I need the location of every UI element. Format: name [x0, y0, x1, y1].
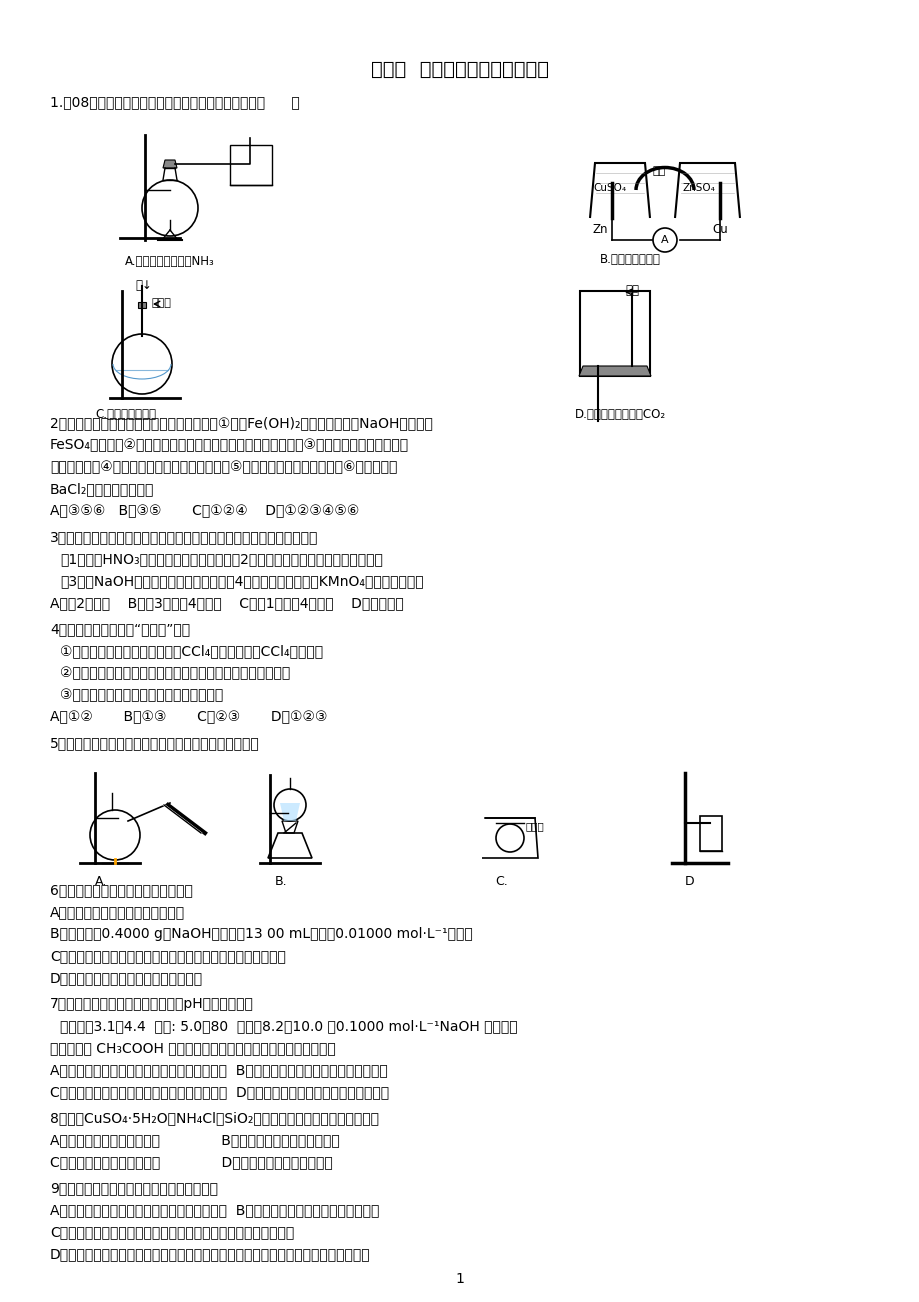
Text: ZnSO₄: ZnSO₄	[682, 184, 715, 193]
Text: 6．以下实验或操作不能达到目的的是: 6．以下实验或操作不能达到目的的是	[50, 883, 193, 897]
Text: BaCl₂溶液中滴加稀硫酸: BaCl₂溶液中滴加稀硫酸	[50, 482, 154, 496]
Text: B.构成铜锤原电池: B.构成铜锤原电池	[599, 253, 660, 266]
Polygon shape	[279, 803, 300, 822]
Text: 用的温度计；④用乙醇制乙烯时所用的温度计；⑤用水吸收氨气时的导气管；⑥向试管中的: 用的温度计；④用乙醇制乙烯时所用的温度计；⑤用水吸收氨气时的导气管；⑥向试管中的	[50, 460, 397, 474]
Text: A: A	[661, 234, 668, 245]
Text: （1）用稀HNO₃清洗做过銀镜反应的试管（2）用稀盐酸清洗盛过石灰水的试剂瓶: （1）用稀HNO₃清洗做过銀镜反应的试管（2）用稀盐酸清洗盛过石灰水的试剂瓶	[60, 552, 382, 566]
Text: 气体: 气体	[624, 284, 639, 297]
Bar	[699, 816, 721, 852]
Text: ③将实验室的废酸液和废碱液中和后再排放: ③将实验室的废酸液和废碱液中和后再排放	[60, 687, 223, 702]
Text: Cu: Cu	[711, 223, 727, 236]
Text: A.: A.	[95, 875, 108, 888]
Text: D．不慎将浓硫酸沿到皮肤上，应迅速用布拭去，再用水冲洗，最后涂上稀小苏打溶液: D．不慎将浓硫酸沿到皮肤上，应迅速用布拭去，再用水冲洗，最后涂上稀小苏打溶液	[50, 1247, 370, 1262]
Text: A．用溨水鉴别苯、乙醇、四氯化碳: A．用溨水鉴别苯、乙醇、四氯化碳	[50, 905, 185, 919]
Text: CuSO₄: CuSO₄	[593, 184, 626, 193]
Text: ①在萄取操作的演示实验中，将CCl₄萄取渴水改为CCl₄萄取祁水: ①在萄取操作的演示实验中，将CCl₄萄取渴水改为CCl₄萄取祁水	[60, 644, 323, 658]
Text: （3）用NaOH溶液清洗盛过苯酰的试管（4）用浓盐酸清洗做过KMnO₄分解实验的试管: （3）用NaOH溶液清洗盛过苯酰的试管（4）用浓盐酸清洗做过KMnO₄分解实验的…	[60, 574, 423, 589]
Text: 甲基橙：3.1～4.4  石蕊: 5.0～80  酰酸：8.2～10.0 用0.1000 mol·L⁻¹NaOH 溶液滴定: 甲基橙：3.1～4.4 石蕊: 5.0～80 酰酸：8.2～10.0 用0.10…	[60, 1019, 517, 1032]
Text: 盐桥: 盐桥	[652, 165, 665, 176]
Text: 1: 1	[455, 1272, 464, 1286]
Text: B.: B.	[275, 875, 288, 888]
Text: C．为除去苯中的少量苯酰，向混合物中加入适量的溨水后过滤: C．为除去苯中的少量苯酰，向混合物中加入适量的溨水后过滤	[50, 949, 286, 963]
Text: 未知浓度的 CH₃COOH 溶液，反应恰好完全时，下列叙述中正确的是: 未知浓度的 CH₃COOH 溶液，反应恰好完全时，下列叙述中正确的是	[50, 1042, 335, 1055]
Text: 水↓: 水↓	[135, 279, 152, 292]
Text: A．（2）不对    B．（3）、（4）不对    C．（1）、（4）不对    D．全部正确: A．（2）不对 B．（3）、（4）不对 C．（1）、（4）不对 D．全部正确	[50, 596, 403, 611]
Text: ②在铜和浓硫酸反应的实验中，将铜片改为可调节高度的铜丝: ②在铜和浓硫酸反应的实验中，将铜片改为可调节高度的铜丝	[60, 667, 289, 680]
Text: 半透膜: 半透膜	[526, 822, 544, 831]
Bar	[579, 292, 650, 376]
Text: 3．某学生做完实验后，采用以下方法分别清洗所用仪器你认为他的操作: 3．某学生做完实验后，采用以下方法分别清洗所用仪器你认为他的操作	[50, 530, 318, 544]
Polygon shape	[578, 366, 651, 376]
Text: 8．欲使CuSO₄·5H₂O、NH₄Cl和SiO₂的混合物分开，其必要的操作为。: 8．欲使CuSO₄·5H₂O、NH₄Cl和SiO₂的混合物分开，其必要的操作为。	[50, 1111, 379, 1125]
Text: D.利用排空气法收集CO₂: D.利用排空气法收集CO₂	[574, 408, 665, 421]
Text: A．①②       B．①③       C．②③       D．①②③: A．①② B．①③ C．②③ D．①②③	[50, 710, 327, 724]
Text: C.检查装置气密性: C.检查装置气密性	[95, 408, 156, 421]
Text: FeSO₄溶液中；②制备氢气，简易装置中长颈漏斗的下端管口；③分馏石油时，测量温度所: FeSO₄溶液中；②制备氢气，简易装置中长颈漏斗的下端管口；③分馏石油时，测量温…	[50, 437, 409, 452]
Text: 专题七  化学实验基本操作作业纸: 专题七 化学实验基本操作作业纸	[370, 60, 549, 79]
Bar	[230, 145, 272, 185]
Text: B．准确称化0.4000 g的NaOH固体配成13 00 mL浓度为0.01000 mol·L⁻¹的溶液: B．准确称化0.4000 g的NaOH固体配成13 00 mL浓度为0.0100…	[50, 927, 472, 941]
Text: A．溶液呈中性，可选用甲基橙或酰酸做指示剂  B．溶液呈中性，只能选用石蕊做指示剂: A．溶液呈中性，可选用甲基橙或酰酸做指示剂 B．溶液呈中性，只能选用石蕊做指示剂	[50, 1062, 387, 1077]
Text: 7．实验室现有三种酸碱指示剂，其pH变色范围如下: 7．实验室现有三种酸碱指示剂，其pH变色范围如下	[50, 997, 254, 1010]
Text: 9．下列有关实验操作的叙述中，不正确的是: 9．下列有关实验操作的叙述中，不正确的是	[50, 1181, 218, 1195]
Text: A．③⑤⑥   B．③⑤       C．①②④    D．①②③④⑤⑥: A．③⑤⑥ B．③⑤ C．①②④ D．①②③④⑤⑥	[50, 504, 359, 518]
Text: D: D	[685, 875, 694, 888]
Text: D．用激光笔检验淠粉溶液的丁达尔现象: D．用激光笔检验淠粉溶液的丁达尔现象	[50, 971, 203, 986]
Text: A.实验室制取并收集NH₃: A.实验室制取并收集NH₃	[125, 255, 214, 268]
Text: 5．在实验室中从苯酰中分离出苯，可选用下列装置中的: 5．在实验室中从苯酰中分离出苯，可选用下列装置中的	[50, 736, 259, 750]
Text: A．升华、溶解、过虑、蔃发              B．溶解、过虑、蔃发、分液。: A．升华、溶解、过虑、蔃发 B．溶解、过虑、蔃发、分液。	[50, 1133, 339, 1147]
Text: C.: C.	[494, 875, 507, 888]
Text: 止水夹: 止水夹	[152, 298, 172, 309]
Bar	[138, 302, 146, 309]
Text: 2．下列实验操作中，仪器需插入液面下的有①制备Fe(OH)₂，用胶头滴管将NaOH溶液滴入: 2．下列实验操作中，仪器需插入液面下的有①制备Fe(OH)₂，用胶头滴管将NaO…	[50, 417, 433, 430]
Text: C．加热、溶解、过虑、结晶              D．溶解、过虑、分馏、结晶: C．加热、溶解、过虑、结晶 D．溶解、过虑、分馏、结晶	[50, 1155, 333, 1169]
Text: C．制取硝基苯时，使用的温度计的水銀球应浸没于反应混合液中: C．制取硝基苯时，使用的温度计的水銀球应浸没于反应混合液中	[50, 1225, 294, 1240]
Text: C．溶液呈碱性，可选用甲基橙或酰酸做指示剂  D．溶液呈碱性，只能选用酰酸做指示剂: C．溶液呈碱性，可选用甲基橙或酰酸做指示剂 D．溶液呈碱性，只能选用酰酸做指示剂	[50, 1085, 389, 1099]
Polygon shape	[163, 160, 176, 168]
Text: 4．下列符合化学实验“绿色化”的有: 4．下列符合化学实验“绿色化”的有	[50, 622, 190, 635]
Text: 1.（08年江苏）下列装置或操作能达到实验目的的是（      ）: 1.（08年江苏）下列装置或操作能达到实验目的的是（ ）	[50, 95, 300, 109]
Text: A．少量的白磷贿存在水中，切割时在水下进行  B．不能使用裂化汽油从溨水中萄取溨: A．少量的白磷贿存在水中，切割时在水下进行 B．不能使用裂化汽油从溨水中萄取溨	[50, 1203, 379, 1217]
Text: Zn: Zn	[592, 223, 607, 236]
